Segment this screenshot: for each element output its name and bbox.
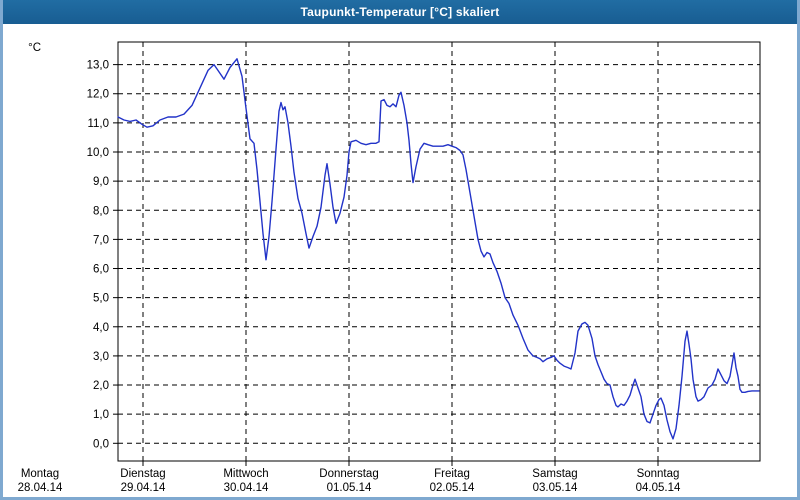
- dew-point-curve: [117, 58, 760, 440]
- day-date-label: 01.05.14: [327, 482, 372, 494]
- y-tick-label: 5,0: [93, 293, 109, 305]
- day-name-label: Donnerstag: [319, 468, 378, 480]
- y-axis-labels: 13,0 12,0 11,0 10,0 9,0 8,0 7,0 6,0 5,0 4,0 3,0 2,0…: [87, 60, 109, 451]
- day-date-label: 30.04.14: [224, 482, 269, 494]
- day-date-label: 04.05.14: [636, 482, 681, 494]
- y-tick-label: 13,0: [87, 60, 109, 72]
- day-date-label: 28.04.14: [18, 482, 63, 494]
- vertical-gridlines: [142, 42, 659, 461]
- y-tick-label: 3,0: [93, 351, 109, 363]
- y-tick-label: 0,0: [93, 438, 109, 450]
- day-name-label: Sonntag: [637, 468, 680, 480]
- y-tick-label: 8,0: [93, 205, 109, 217]
- day-name-label: Samstag: [532, 468, 577, 480]
- y-tick-label: 4,0: [93, 322, 109, 334]
- day-name-label: Freitag: [434, 468, 470, 480]
- horizontal-gridlines: [118, 64, 760, 444]
- y-tick-label: 9,0: [93, 176, 109, 188]
- day-name-label: Dienstag: [120, 468, 165, 480]
- day-date-label: 29.04.14: [121, 482, 166, 494]
- y-axis-ticks: [113, 64, 118, 444]
- title-bar: Taupunkt-Temperatur [°C] skaliert: [3, 0, 797, 24]
- plot-border: [117, 41, 761, 462]
- y-tick-label: 6,0: [93, 264, 109, 276]
- y-axis-unit-label: °C: [28, 42, 41, 54]
- day-date-label: 03.05.14: [533, 482, 578, 494]
- y-tick-label: 11,0: [87, 118, 109, 130]
- y-tick-label: 10,0: [87, 147, 109, 159]
- day-name-label: Montag: [21, 468, 59, 480]
- y-tick-label: 1,0: [93, 409, 109, 421]
- day-date-label: 02.05.14: [430, 482, 475, 494]
- y-tick-label: 12,0: [87, 89, 109, 101]
- day-name-label: Mittwoch: [223, 468, 268, 480]
- y-tick-label: 7,0: [93, 234, 109, 246]
- x-axis-ticks: [142, 461, 659, 466]
- page-title: Taupunkt-Temperatur [°C] skaliert: [300, 5, 500, 19]
- y-tick-label: 2,0: [93, 380, 109, 392]
- x-axis-labels: Montag 28.04.14 Dienstag 29.04.14 Mittwoch 30…: [18, 468, 681, 494]
